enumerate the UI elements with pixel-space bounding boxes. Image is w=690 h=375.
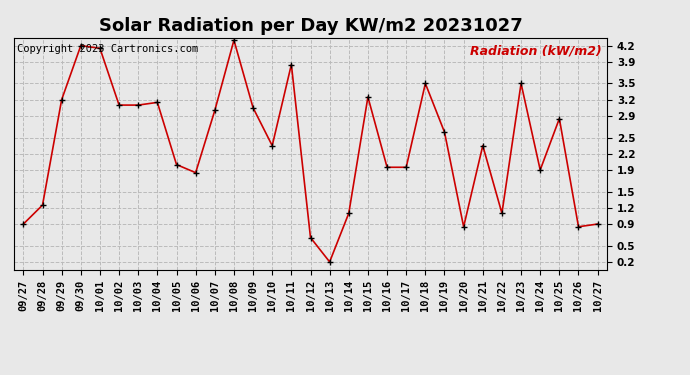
Title: Solar Radiation per Day KW/m2 20231027: Solar Radiation per Day KW/m2 20231027: [99, 16, 522, 34]
Text: Radiation (kW/m2): Radiation (kW/m2): [469, 45, 601, 57]
Text: Copyright 2023 Cartronics.com: Copyright 2023 Cartronics.com: [17, 45, 198, 54]
